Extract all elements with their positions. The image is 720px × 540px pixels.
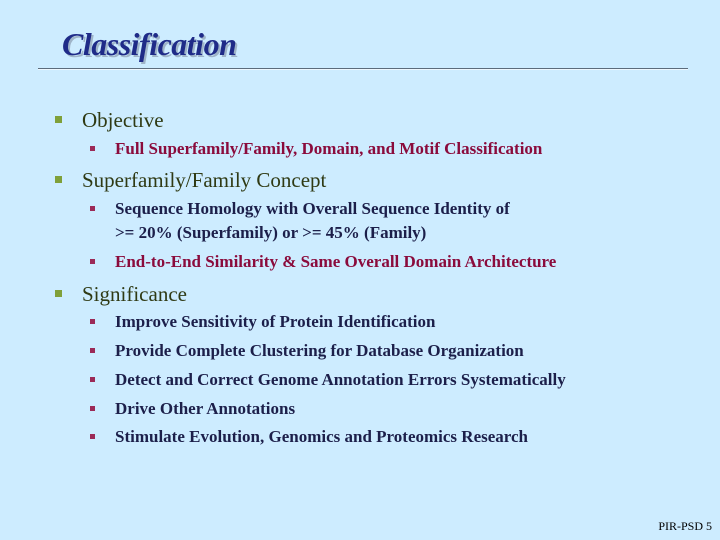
list-item-text: Improve Sensitivity of Protein Identific… bbox=[115, 312, 436, 331]
list-item-text: Full Superfamily/Family, Domain, and Mot… bbox=[115, 139, 543, 158]
list-item-significance-3: Detect and Correct Genome Annotation Err… bbox=[90, 368, 566, 392]
list-item-significance-2: Provide Complete Clustering for Database… bbox=[90, 339, 524, 363]
title-divider bbox=[38, 68, 688, 69]
list-item-text-line2: >= 20% (Superfamily) or >= 45% (Family) bbox=[115, 223, 427, 242]
section-heading-significance: Significance bbox=[55, 282, 187, 306]
small-square-bullet-icon bbox=[90, 259, 95, 264]
list-item-objective-1: Full Superfamily/Family, Domain, and Mot… bbox=[90, 137, 543, 161]
square-bullet-icon bbox=[55, 290, 62, 297]
slide-footer: PIR-PSD 5 bbox=[658, 519, 712, 533]
section-heading-concept: Superfamily/Family Concept bbox=[55, 168, 327, 192]
section-heading-objective: Objective bbox=[55, 108, 164, 132]
section-heading-text: Objective bbox=[82, 108, 164, 132]
list-item-text-line1: Sequence Homology with Overall Sequence … bbox=[115, 199, 510, 218]
list-item-concept-1: Sequence Homology with Overall Sequence … bbox=[90, 197, 510, 221]
list-item-text: Stimulate Evolution, Genomics and Proteo… bbox=[115, 427, 529, 446]
small-square-bullet-icon bbox=[90, 348, 95, 353]
section-heading-text: Superfamily/Family Concept bbox=[82, 168, 327, 192]
small-square-bullet-icon bbox=[90, 146, 95, 151]
slide-title: Classification bbox=[62, 26, 237, 62]
list-item-concept-1-continued: >= 20% (Superfamily) or >= 45% (Family) bbox=[115, 221, 426, 245]
small-square-bullet-icon bbox=[90, 319, 95, 324]
list-item-text: Detect and Correct Genome Annotation Err… bbox=[115, 370, 566, 389]
list-item-significance-1: Improve Sensitivity of Protein Identific… bbox=[90, 310, 436, 334]
small-square-bullet-icon bbox=[90, 406, 95, 411]
list-item-text: Drive Other Annotations bbox=[115, 399, 296, 418]
small-square-bullet-icon bbox=[90, 206, 95, 211]
list-item-concept-2: End-to-End Similarity & Same Overall Dom… bbox=[90, 250, 557, 274]
list-item-text: Provide Complete Clustering for Database… bbox=[115, 341, 524, 360]
list-item-significance-4: Drive Other Annotations bbox=[90, 397, 296, 421]
list-item-text: End-to-End Similarity & Same Overall Dom… bbox=[115, 252, 557, 271]
section-heading-text: Significance bbox=[82, 282, 187, 306]
square-bullet-icon bbox=[55, 116, 62, 123]
small-square-bullet-icon bbox=[90, 434, 95, 439]
list-item-significance-5: Stimulate Evolution, Genomics and Proteo… bbox=[90, 425, 529, 449]
square-bullet-icon bbox=[55, 176, 62, 183]
small-square-bullet-icon bbox=[90, 377, 95, 382]
